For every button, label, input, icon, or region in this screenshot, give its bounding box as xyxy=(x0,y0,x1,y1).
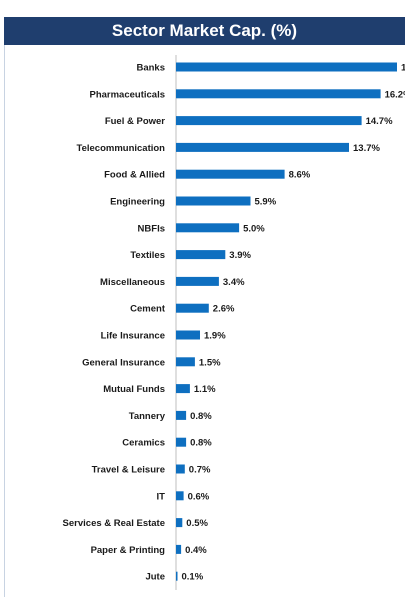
chart-title: Sector Market Cap. (%) xyxy=(4,17,405,45)
bar xyxy=(176,142,349,152)
bar xyxy=(176,464,185,474)
value-label: 0.6% xyxy=(188,491,210,502)
category-label: Cement xyxy=(130,304,166,315)
bar xyxy=(176,384,190,394)
bar xyxy=(176,62,397,72)
category-label: Telecommunication xyxy=(76,143,165,154)
value-label: 0.5% xyxy=(186,518,208,529)
category-label: Textiles xyxy=(130,250,165,261)
value-label: 8.6% xyxy=(289,170,311,181)
value-label: 2.6% xyxy=(213,304,235,315)
value-label: 16.2% xyxy=(385,89,405,100)
value-label: 14.7% xyxy=(366,116,393,127)
bar xyxy=(176,544,182,554)
category-label: Fuel & Power xyxy=(105,116,165,127)
category-label: Pharmaceuticals xyxy=(89,89,165,100)
category-label: Travel & Leisure xyxy=(92,465,165,476)
category-label: Engineering xyxy=(110,197,165,208)
category-label: Tannery xyxy=(129,411,166,422)
value-label: 5.9% xyxy=(255,197,277,208)
category-label: Life Insurance xyxy=(101,331,165,342)
category-label: Miscellaneous xyxy=(100,277,165,288)
bar xyxy=(176,223,240,233)
bar xyxy=(176,357,195,367)
value-label: 0.8% xyxy=(190,411,212,422)
category-label: IT xyxy=(157,491,166,502)
bar xyxy=(176,491,184,501)
value-label: 5.0% xyxy=(243,223,265,234)
bar xyxy=(176,303,209,313)
value-label: 1.1% xyxy=(194,384,216,395)
bar xyxy=(176,571,178,581)
value-label: 0.8% xyxy=(190,438,212,449)
bar xyxy=(176,518,183,528)
category-label: Ceramics xyxy=(122,438,165,449)
category-label: Food & Allied xyxy=(104,170,165,181)
bar xyxy=(176,330,200,340)
value-label: 1.9% xyxy=(204,331,226,342)
category-label: General Insurance xyxy=(82,357,165,368)
value-label: 3.4% xyxy=(223,277,245,288)
category-label: Paper & Printing xyxy=(91,545,166,556)
bar xyxy=(176,437,187,447)
bar xyxy=(176,250,226,260)
value-label: 0.7% xyxy=(189,465,211,476)
value-label: 17.5% xyxy=(401,63,405,74)
value-label: 0.1% xyxy=(182,572,204,583)
category-label: NBFIs xyxy=(138,223,165,234)
category-label: Jute xyxy=(145,572,165,583)
bar xyxy=(176,89,381,99)
bar xyxy=(176,196,251,206)
category-label: Mutual Funds xyxy=(103,384,165,395)
bar xyxy=(176,410,187,420)
category-label: Banks xyxy=(136,63,165,74)
bar xyxy=(176,276,219,286)
value-label: 1.5% xyxy=(199,357,221,368)
value-label: 0.4% xyxy=(185,545,207,556)
bar xyxy=(176,169,285,179)
value-label: 13.7% xyxy=(353,143,380,154)
value-label: 3.9% xyxy=(229,250,251,261)
bar xyxy=(176,116,362,126)
category-label: Services & Real Estate xyxy=(63,518,165,529)
